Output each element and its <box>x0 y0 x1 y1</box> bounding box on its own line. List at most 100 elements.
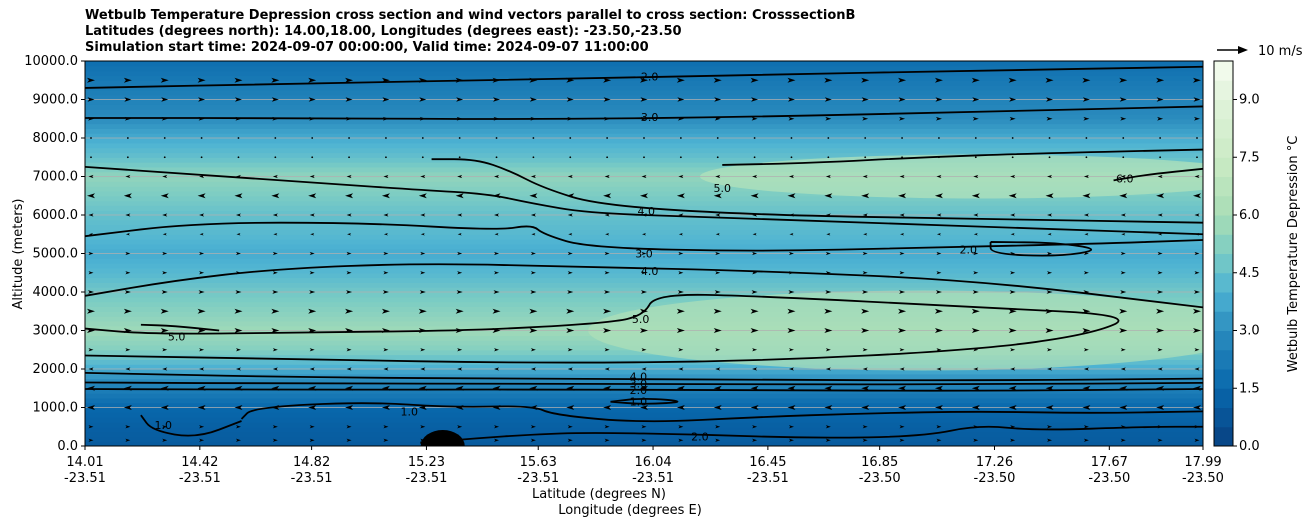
wind-vector <box>381 404 390 411</box>
wind-vector <box>494 348 500 352</box>
wind-vector <box>567 213 573 217</box>
wind-vector <box>199 232 204 236</box>
wind-vector <box>566 385 575 391</box>
wind-vector <box>308 193 317 199</box>
wind-vector <box>566 193 575 199</box>
field-band <box>85 65 1203 72</box>
field-band <box>85 301 1203 308</box>
wind-vector <box>899 174 905 179</box>
wind-vector <box>530 367 536 371</box>
field-band <box>85 118 1203 125</box>
wind-vector <box>272 367 278 371</box>
wind-vector <box>1082 327 1091 334</box>
wind-vector <box>126 156 129 159</box>
wind-vector <box>197 385 206 391</box>
wind-vector <box>862 251 868 256</box>
wind-vector <box>87 97 95 102</box>
field-band <box>85 152 1203 158</box>
wind-vector <box>419 290 426 294</box>
wind-vector <box>272 425 278 429</box>
colorbar-segment <box>1214 138 1233 158</box>
wind-vector <box>383 232 388 236</box>
wind-vector <box>1010 232 1015 236</box>
wind-vector <box>272 438 278 442</box>
wind-vector <box>716 137 719 139</box>
wind-vector <box>1193 404 1201 411</box>
contour-label: 1.0 <box>155 419 173 432</box>
wind-vector <box>936 438 942 442</box>
wind-vector <box>87 327 95 334</box>
wind-vector <box>972 97 980 102</box>
field-band <box>85 258 1203 264</box>
wind-vector <box>346 348 352 352</box>
colorbar-ticks: 0.0 1.5 3.0 4.5 6.0 7.5 9.0 <box>1233 93 1260 454</box>
wind-vector <box>199 425 205 429</box>
wind-vector <box>272 213 278 217</box>
wind-vector <box>641 367 647 371</box>
colorbar-segment <box>1214 157 1233 177</box>
wind-vector <box>199 174 205 179</box>
wind-vector <box>125 271 131 275</box>
y-tick-label: 0.0 <box>57 439 78 454</box>
wind-vector <box>899 251 905 256</box>
field-band <box>85 195 1203 202</box>
wind-vector <box>458 137 461 139</box>
wind-vector <box>934 193 943 199</box>
wind-vector <box>787 97 795 102</box>
wind-vector <box>418 308 427 314</box>
wind-vector <box>862 174 868 179</box>
wind-vector <box>641 425 647 429</box>
wind-vector <box>1122 156 1125 159</box>
field-band <box>85 75 1203 81</box>
wind-vector <box>274 156 277 159</box>
wind-vector <box>934 77 943 83</box>
wind-vector <box>641 438 647 442</box>
wind-vector <box>237 137 240 139</box>
wind-vector <box>1119 385 1128 391</box>
wind-vector <box>604 367 610 371</box>
wind-vector <box>457 251 463 256</box>
wind-vector <box>385 156 387 159</box>
wind-vector <box>530 251 536 256</box>
wind-vector <box>162 174 168 179</box>
contour-line-1.0 <box>240 402 1203 423</box>
wind-vector <box>383 251 389 256</box>
field-band <box>85 123 1203 129</box>
wind-vector <box>455 404 464 411</box>
wind-vector <box>1045 404 1054 411</box>
y-tick-label: 3000.0 <box>33 324 79 339</box>
wind-vector <box>676 308 685 314</box>
wind-vector <box>125 213 131 217</box>
wind-vector <box>1010 271 1016 275</box>
contour-line-2.0 <box>85 65 1203 89</box>
colorbar-tick-label: 6.0 <box>1239 208 1260 223</box>
wind-vector <box>199 367 205 371</box>
wind-vector <box>936 174 942 179</box>
wind-vector <box>235 438 241 442</box>
wind-vector <box>753 156 756 159</box>
wind-vector <box>899 271 905 275</box>
wind-vector <box>750 385 759 391</box>
wind-vector <box>200 137 203 139</box>
wind-vector <box>1047 174 1053 179</box>
wind-vector <box>234 193 243 199</box>
wind-vector <box>971 193 980 199</box>
wind-vector <box>125 425 131 429</box>
field-band <box>85 162 1203 168</box>
wind-vector <box>1120 348 1126 352</box>
wind-vector <box>1195 232 1199 236</box>
wind-vector <box>640 193 648 199</box>
wind-vector <box>566 404 575 411</box>
x-tick-label-lat: 17.26 <box>976 455 1013 470</box>
wind-vector <box>861 77 870 83</box>
wind-vector <box>899 116 906 121</box>
wind-vector <box>678 425 684 429</box>
wind-vector <box>1194 425 1200 429</box>
wind-vector <box>861 385 870 391</box>
wind-vector <box>348 137 350 139</box>
wind-vector <box>457 271 463 275</box>
field-band <box>85 109 1203 115</box>
wind-vector <box>345 97 353 102</box>
wind-vector <box>457 348 463 352</box>
wind-vector <box>88 367 94 371</box>
